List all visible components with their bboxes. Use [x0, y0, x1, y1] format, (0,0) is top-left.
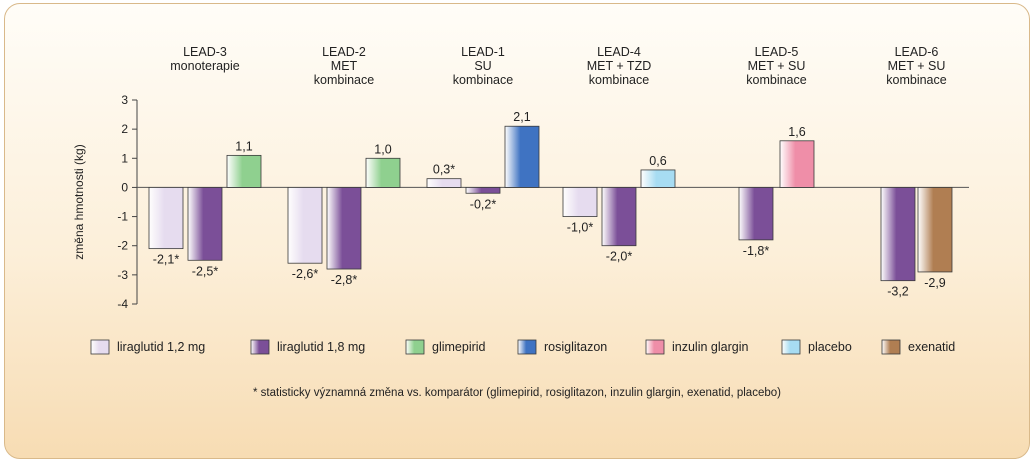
legend-swatch [881, 339, 901, 355]
bar [365, 157, 401, 188]
y-tick-label: -4 [117, 297, 128, 311]
bar [917, 187, 953, 273]
data-label: 0,6 [649, 154, 666, 168]
footnote: * statisticky významná změna vs. kompará… [253, 387, 781, 399]
data-label: -1,8* [743, 244, 770, 258]
group-title-line: MET [331, 59, 358, 73]
legend-label: placebo [808, 340, 852, 354]
bar [601, 187, 637, 247]
group-title-line: LEAD-2 [322, 45, 366, 59]
legend-swatch [250, 339, 270, 355]
group-title-line: kombinace [746, 73, 806, 87]
bar [562, 187, 598, 217]
labels: LEAD-3monoterapie-2,1*-2,5*1,1LEAD-2METk… [153, 45, 947, 299]
bar [880, 187, 916, 282]
bar [779, 140, 815, 188]
bar [738, 187, 774, 241]
data-label: 2,1 [513, 110, 530, 124]
legend-swatch [90, 339, 110, 355]
data-label: -1,0* [567, 221, 594, 235]
y-tick-label: -1 [117, 210, 128, 224]
legend-swatch [645, 339, 665, 355]
y-axis: 3 2 1 0 -1 -2 -3 -4 změna hmotnosti (kg) [72, 93, 969, 311]
bar [287, 187, 323, 264]
chart-panel: 3 2 1 0 -1 -2 -3 -4 změna hmotnosti (kg) LEAD-3 m… [4, 3, 1030, 459]
data-label: -2,6* [292, 267, 319, 281]
legend-swatch [405, 339, 425, 355]
legend: liraglutid 1,2 mg liraglutid 1,8 mg glimep… [90, 339, 955, 355]
bar [226, 154, 262, 188]
data-label: -2,9 [924, 276, 946, 290]
y-tick-label: 3 [121, 93, 128, 107]
group-title-line: kombinace [886, 73, 946, 87]
group-title-line: kombinace [314, 73, 374, 87]
group-title-line: LEAD-6 [895, 45, 939, 59]
legend-label: rosiglitazon [544, 340, 607, 354]
data-label: -0,2* [470, 197, 497, 211]
group-title-line: kombinace [453, 73, 513, 87]
legend-label: liraglutid 1,2 mg [117, 340, 205, 354]
group-title-line: LEAD-5 [755, 45, 799, 59]
y-tick-label: -3 [117, 268, 128, 282]
bar [426, 178, 462, 188]
bars [148, 125, 953, 282]
data-label: -2,0* [606, 250, 633, 264]
group-title-line: MET + TZD [587, 59, 651, 73]
y-tick-label: 1 [121, 151, 128, 165]
group-title-line: SU [474, 59, 491, 73]
bar [326, 187, 362, 270]
group-title-line: kombinace [589, 73, 649, 87]
bar [465, 187, 501, 194]
bar [148, 187, 184, 250]
weight-change-chart: 3 2 1 0 -1 -2 -3 -4 změna hmotnosti (kg) LEAD-3m… [72, 45, 969, 355]
group-title-line: LEAD-4 [597, 45, 641, 59]
y-tick-label: 0 [121, 180, 128, 194]
group-title-line: monoterapie [170, 59, 240, 73]
legend-label: glimepirid [432, 340, 486, 354]
y-tick-label: 2 [121, 122, 128, 136]
group-title-line: LEAD-1 [461, 45, 505, 59]
data-label: 0,3* [433, 163, 455, 177]
bar [640, 169, 676, 188]
legend-label: inzulin glargin [672, 340, 748, 354]
data-label: -2,5* [192, 264, 219, 278]
legend-label: exenatid [908, 340, 955, 354]
y-tick-label: -2 [117, 239, 128, 253]
data-label: 1,0 [374, 142, 391, 156]
legend-swatch [781, 339, 801, 355]
bar [504, 125, 540, 188]
legend-label: liraglutid 1,8 mg [277, 340, 365, 354]
data-label: 1,1 [235, 139, 252, 153]
data-label: -3,2 [887, 285, 909, 299]
data-label: 1,6 [788, 125, 805, 139]
group-title-line: MET + SU [748, 59, 806, 73]
group-title-line: LEAD-3 [183, 45, 227, 59]
data-label: -2,8* [331, 273, 358, 287]
group-title-line: MET + SU [888, 59, 946, 73]
y-axis-label: změna hmotnosti (kg) [72, 144, 86, 259]
bar [187, 187, 223, 261]
legend-swatch [517, 339, 537, 355]
data-label: -2,1* [153, 253, 180, 267]
